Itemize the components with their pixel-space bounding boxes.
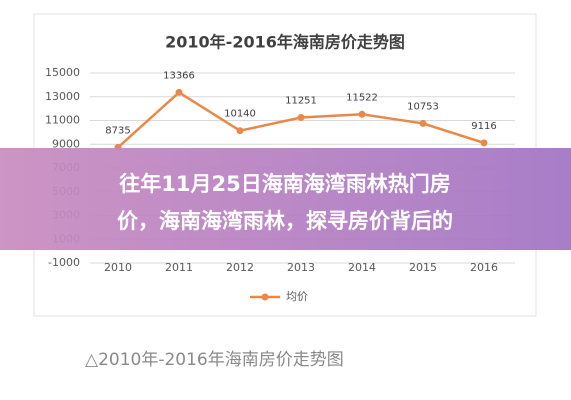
point	[358, 110, 366, 118]
point	[419, 119, 427, 127]
x-tick-label: 2014	[348, 261, 376, 274]
x-tick-label: 2012	[226, 261, 254, 274]
legend-label: 均价	[286, 290, 308, 303]
y-tick-label: 11000	[45, 114, 80, 127]
point	[175, 88, 183, 96]
data-label: 11251	[285, 96, 317, 107]
legend-marker	[261, 293, 269, 301]
y-tick-label: 15000	[45, 66, 80, 79]
y-tick-label: 13000	[45, 90, 80, 103]
x-tick-label: 2015	[409, 261, 437, 274]
data-label: 10140	[224, 109, 256, 120]
point	[480, 139, 488, 147]
data-label: 11522	[346, 92, 378, 103]
data-label: 13366	[163, 70, 195, 81]
y-tick-label: 9000	[52, 137, 80, 150]
chart-title: 2010年-2016年海南房价走势图	[165, 33, 405, 52]
x-tick-label: 2010	[104, 261, 132, 274]
data-label: 8735	[105, 125, 130, 136]
x-tick-label: 2011	[165, 261, 193, 274]
point	[297, 114, 305, 122]
point	[236, 127, 244, 135]
data-label: 9116	[471, 121, 496, 132]
x-tick-label: 2016	[470, 261, 498, 274]
data-label: 10753	[407, 101, 439, 112]
caption: △2010年-2016年海南房价走势图	[85, 350, 344, 370]
banner-line: 价，海南海湾雨林，探寻房价背后的	[117, 209, 453, 233]
banner-line: 往年11月25日海南海湾雨林热门房	[119, 172, 450, 196]
banner	[0, 148, 571, 250]
y-tick-label: -1000	[48, 256, 80, 269]
x-tick-label: 2013	[287, 261, 315, 274]
